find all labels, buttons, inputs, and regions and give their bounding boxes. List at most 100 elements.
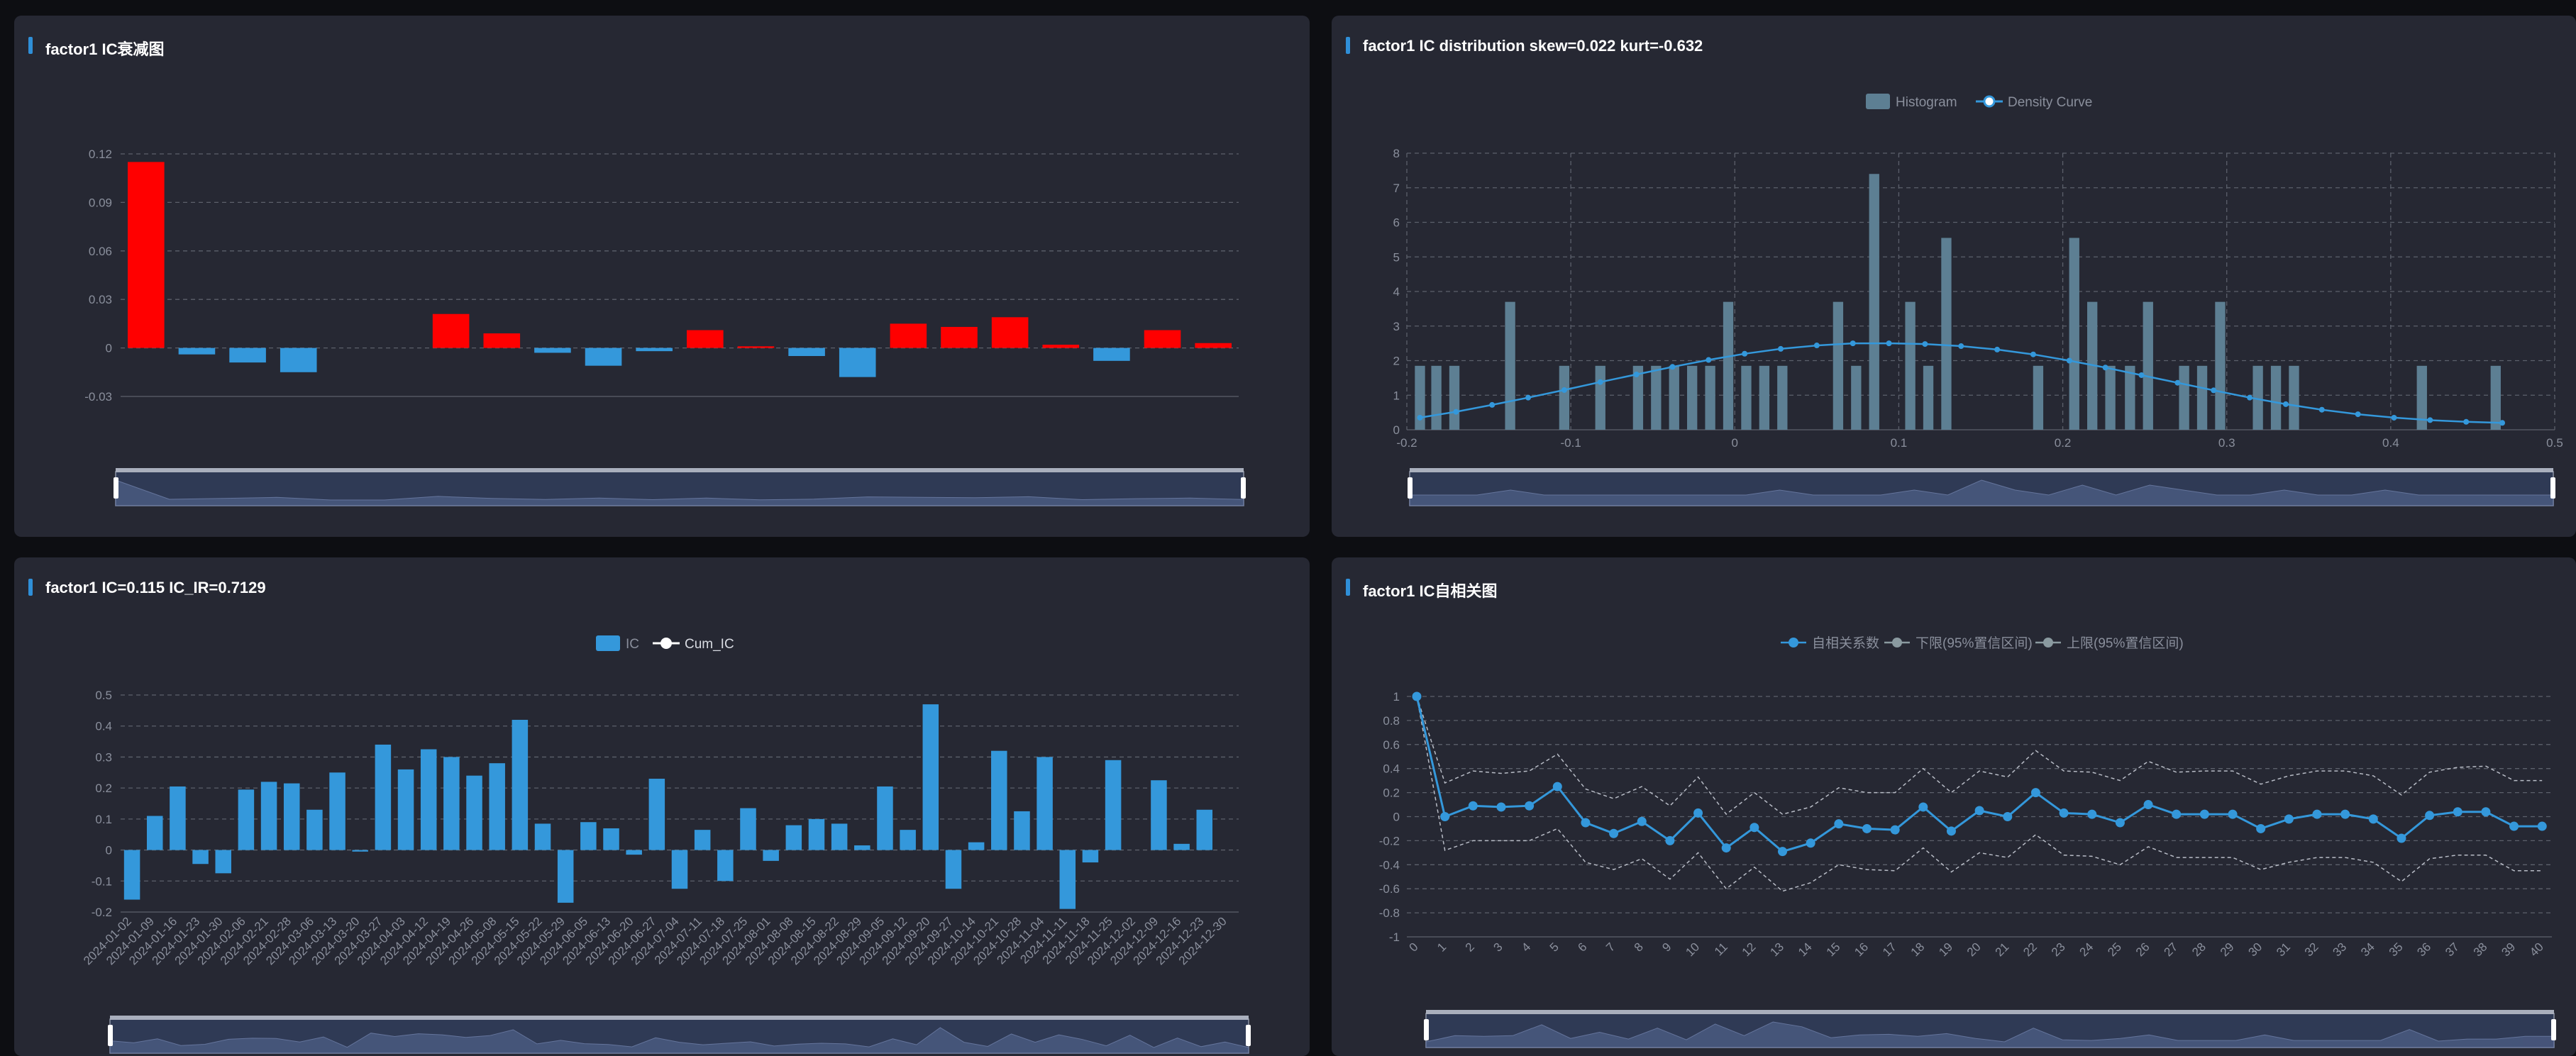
decay-bar bbox=[1195, 343, 1232, 348]
zoom-handle-right[interactable] bbox=[2550, 477, 2555, 499]
decay-bar bbox=[890, 323, 927, 348]
y-tick-label: 0.1 bbox=[95, 813, 112, 826]
histogram-bar bbox=[2270, 365, 2282, 430]
density-point bbox=[1778, 345, 1784, 352]
x-tick-label: 23 bbox=[2049, 940, 2068, 960]
ic-bar bbox=[763, 850, 779, 861]
decay-bar bbox=[991, 317, 1029, 348]
zoom-handle-left[interactable] bbox=[114, 477, 118, 499]
legend-label-lower-bound: 下限(95%置信区间) bbox=[1916, 635, 2033, 651]
legend-swatch-autocorr-marker[interactable] bbox=[1789, 638, 1798, 648]
ic-bar bbox=[808, 818, 825, 850]
y-tick-label: 0.8 bbox=[1383, 714, 1400, 728]
x-tick-label: 0 bbox=[1732, 436, 1738, 450]
autocorr-point bbox=[2199, 809, 2209, 819]
autocorr-point bbox=[1693, 808, 1703, 818]
ic-bar bbox=[238, 789, 255, 850]
histogram-bar bbox=[2196, 365, 2208, 430]
x-tick-label: 2 bbox=[1463, 940, 1477, 955]
density-point bbox=[1525, 394, 1532, 401]
zoom-handle-left[interactable] bbox=[1408, 477, 1413, 499]
ic-bar bbox=[626, 850, 642, 855]
chart-legend[interactable]: IC Cum_IC bbox=[596, 635, 734, 652]
ic-bar bbox=[785, 825, 802, 850]
zoom-top-bar[interactable] bbox=[1426, 1010, 2554, 1014]
title-accent-bar bbox=[1346, 579, 1350, 596]
x-tick-label: 26 bbox=[2133, 940, 2152, 960]
ic-bar bbox=[283, 783, 300, 850]
legend-swatch-histogram[interactable] bbox=[1866, 94, 1890, 109]
chart-legend[interactable]: 自相关系数 下限(95%置信区间) 上限(95%置信区间) bbox=[1781, 635, 2184, 651]
autocorr-point bbox=[1496, 802, 1506, 812]
zoom-handle-left[interactable] bbox=[1424, 1019, 1429, 1040]
autocorr-point bbox=[1525, 801, 1535, 811]
autocorr-point bbox=[2537, 821, 2547, 831]
legend-swatch-lower-bound-marker[interactable] bbox=[1892, 638, 1902, 648]
y-tick-label: 0.3 bbox=[95, 750, 112, 764]
data-zoom-slider[interactable] bbox=[1424, 1010, 2556, 1048]
histogram-bar bbox=[2105, 365, 2116, 430]
histogram-bar bbox=[1869, 174, 1879, 430]
x-tick-label: 31 bbox=[2274, 940, 2293, 960]
x-tick-label: 4 bbox=[1519, 940, 1533, 955]
x-tick-label: 1 bbox=[1435, 940, 1449, 955]
legend-swatch-ic[interactable] bbox=[596, 635, 620, 651]
y-tick-label: 0.4 bbox=[1383, 762, 1400, 776]
y-tick-label: 8 bbox=[1393, 147, 1400, 160]
y-tick-label: -0.03 bbox=[84, 390, 112, 404]
y-tick-label: 0.2 bbox=[1383, 787, 1400, 800]
legend-label-upper-bound: 上限(95%置信区间) bbox=[2067, 635, 2184, 651]
x-tick-label: 27 bbox=[2162, 940, 2181, 960]
x-tick-label: 19 bbox=[1936, 940, 1955, 960]
zoom-handle-left[interactable] bbox=[108, 1025, 113, 1046]
ic-autocorr-chart: 自相关系数 下限(95%置信区间) 上限(95%置信区间) 1 0.8 0.6 0.4 0.2… bbox=[1379, 635, 2556, 1048]
density-point bbox=[1886, 340, 1892, 347]
zoom-handle-right[interactable] bbox=[1246, 1025, 1251, 1046]
data-zoom-slider[interactable] bbox=[114, 468, 1246, 506]
zoom-top-bar[interactable] bbox=[116, 468, 1244, 472]
ic-bar bbox=[580, 822, 597, 850]
autocorr-point bbox=[2481, 807, 2491, 817]
histogram-bar bbox=[1777, 365, 1788, 430]
decay-bar bbox=[1093, 348, 1130, 361]
legend-swatch-cum-ic-marker[interactable] bbox=[660, 638, 672, 649]
histogram-bar bbox=[2289, 365, 2299, 430]
data-zoom-slider[interactable] bbox=[1408, 468, 2555, 506]
autocorr-point bbox=[2425, 811, 2435, 821]
y-tick-label: -0.6 bbox=[1379, 882, 1400, 896]
autocorr-point bbox=[1890, 825, 1900, 835]
density-point bbox=[2174, 379, 2181, 386]
x-tick-label: 0.5 bbox=[2546, 436, 2563, 450]
autocorr-point bbox=[1468, 801, 1478, 811]
autocorr-point bbox=[1637, 816, 1647, 826]
data-zoom-slider[interactable] bbox=[108, 1016, 1251, 1054]
x-tick-label: 12 bbox=[1740, 940, 1759, 960]
chart-legend[interactable]: Histogram Density Curve bbox=[1866, 94, 2092, 110]
histogram-bar bbox=[2125, 365, 2135, 430]
chart-title: factor1 IC=0.115 IC_IR=0.7129 bbox=[45, 579, 266, 596]
zoom-top-bar[interactable] bbox=[110, 1016, 1249, 1020]
ic-bar bbox=[831, 823, 848, 850]
x-tick-label: 16 bbox=[1852, 940, 1871, 960]
autocorr-line bbox=[1415, 696, 2543, 853]
ic-bar bbox=[557, 850, 574, 903]
x-tick-label: 6 bbox=[1575, 940, 1589, 955]
autocorr-point bbox=[1412, 691, 1422, 701]
decay-bar bbox=[229, 348, 266, 363]
zoom-handle-right[interactable] bbox=[1241, 477, 1246, 499]
histogram-bar bbox=[2490, 365, 2501, 430]
autocorr-point bbox=[1609, 828, 1619, 838]
zoom-preview-area bbox=[1425, 1021, 2555, 1048]
legend-swatch-upper-bound-marker[interactable] bbox=[2043, 638, 2053, 648]
legend-swatch-density-marker[interactable] bbox=[1983, 95, 1996, 108]
density-curve-line bbox=[1420, 342, 2503, 424]
title-accent-bar bbox=[28, 37, 33, 54]
zoom-top-bar[interactable] bbox=[1410, 468, 2553, 472]
y-tick-label: 5 bbox=[1393, 250, 1400, 264]
x-tick-label: 8 bbox=[1632, 940, 1646, 955]
legend-label-density: Density Curve bbox=[2008, 95, 2092, 110]
zoom-handle-right[interactable] bbox=[2551, 1019, 2556, 1040]
ic-decay-chart: 0.12 0.09 0.06 0.03 0 -0.03 bbox=[84, 148, 1246, 506]
histogram-bar bbox=[2416, 365, 2427, 430]
title-accent-bar bbox=[1346, 37, 1350, 54]
